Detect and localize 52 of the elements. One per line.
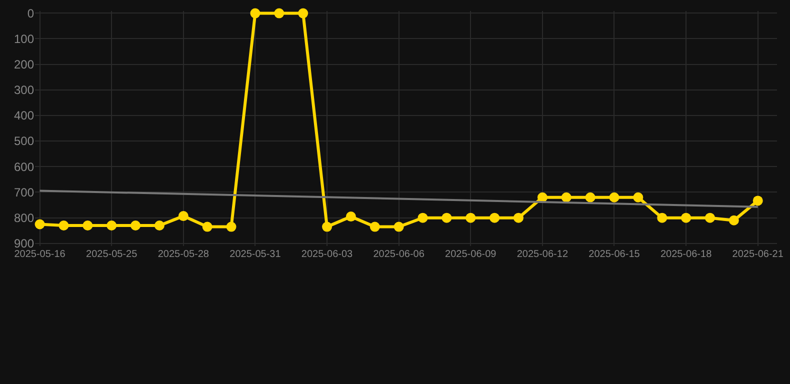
point (178, 211, 188, 222)
x-tick-label: 2025-06-06 (373, 249, 425, 260)
point (681, 212, 692, 223)
point (585, 192, 596, 202)
point (633, 192, 644, 202)
point (346, 212, 356, 222)
point (322, 222, 332, 232)
y-tick-label: 900 (14, 236, 34, 251)
point (466, 212, 476, 223)
point (202, 222, 212, 232)
point (394, 222, 404, 232)
x-tick-label: 2025-06-09 (445, 249, 497, 260)
x-tick-label: 2025-05-16 (14, 249, 66, 260)
point (514, 212, 524, 223)
y-tick-label: 700 (14, 185, 34, 200)
x-tick-label: 2025-06-12 (516, 249, 568, 260)
x-tick-label: 2025-05-31 (230, 249, 282, 260)
y-tick-label: 300 (14, 83, 34, 98)
point (609, 192, 620, 202)
point (752, 196, 763, 206)
point (82, 220, 93, 231)
y-tick-label: 0 (27, 6, 34, 20)
point (657, 212, 668, 223)
point (226, 222, 236, 232)
point (298, 8, 308, 18)
point (274, 8, 284, 18)
point (130, 220, 141, 231)
point (58, 220, 69, 231)
x-tick-label: 2025-06-15 (588, 249, 640, 260)
point (154, 220, 164, 231)
y-tick-label: 600 (14, 160, 34, 174)
point (370, 222, 380, 232)
x-tick-label: 2025-05-28 (158, 249, 210, 260)
point (106, 220, 117, 231)
y-tick-label: 400 (14, 108, 34, 123)
point (418, 212, 428, 223)
x-tick-label: 2025-06-21 (732, 249, 784, 260)
x-tick-label: 2025-05-25 (86, 249, 138, 260)
point (728, 215, 739, 226)
point (704, 212, 715, 223)
point (490, 212, 500, 223)
x-tick-label: 2025-06-18 (660, 249, 712, 260)
y-tick-label: 800 (14, 211, 34, 226)
point (34, 219, 45, 230)
y-tick-label: 100 (14, 32, 34, 46)
x-tick-label: 2025-06-03 (301, 249, 354, 260)
point (561, 192, 572, 202)
point (250, 8, 260, 18)
point (442, 212, 452, 223)
point (537, 192, 548, 202)
y-tick-label: 500 (14, 134, 34, 148)
y-tick-label: 200 (14, 57, 34, 72)
